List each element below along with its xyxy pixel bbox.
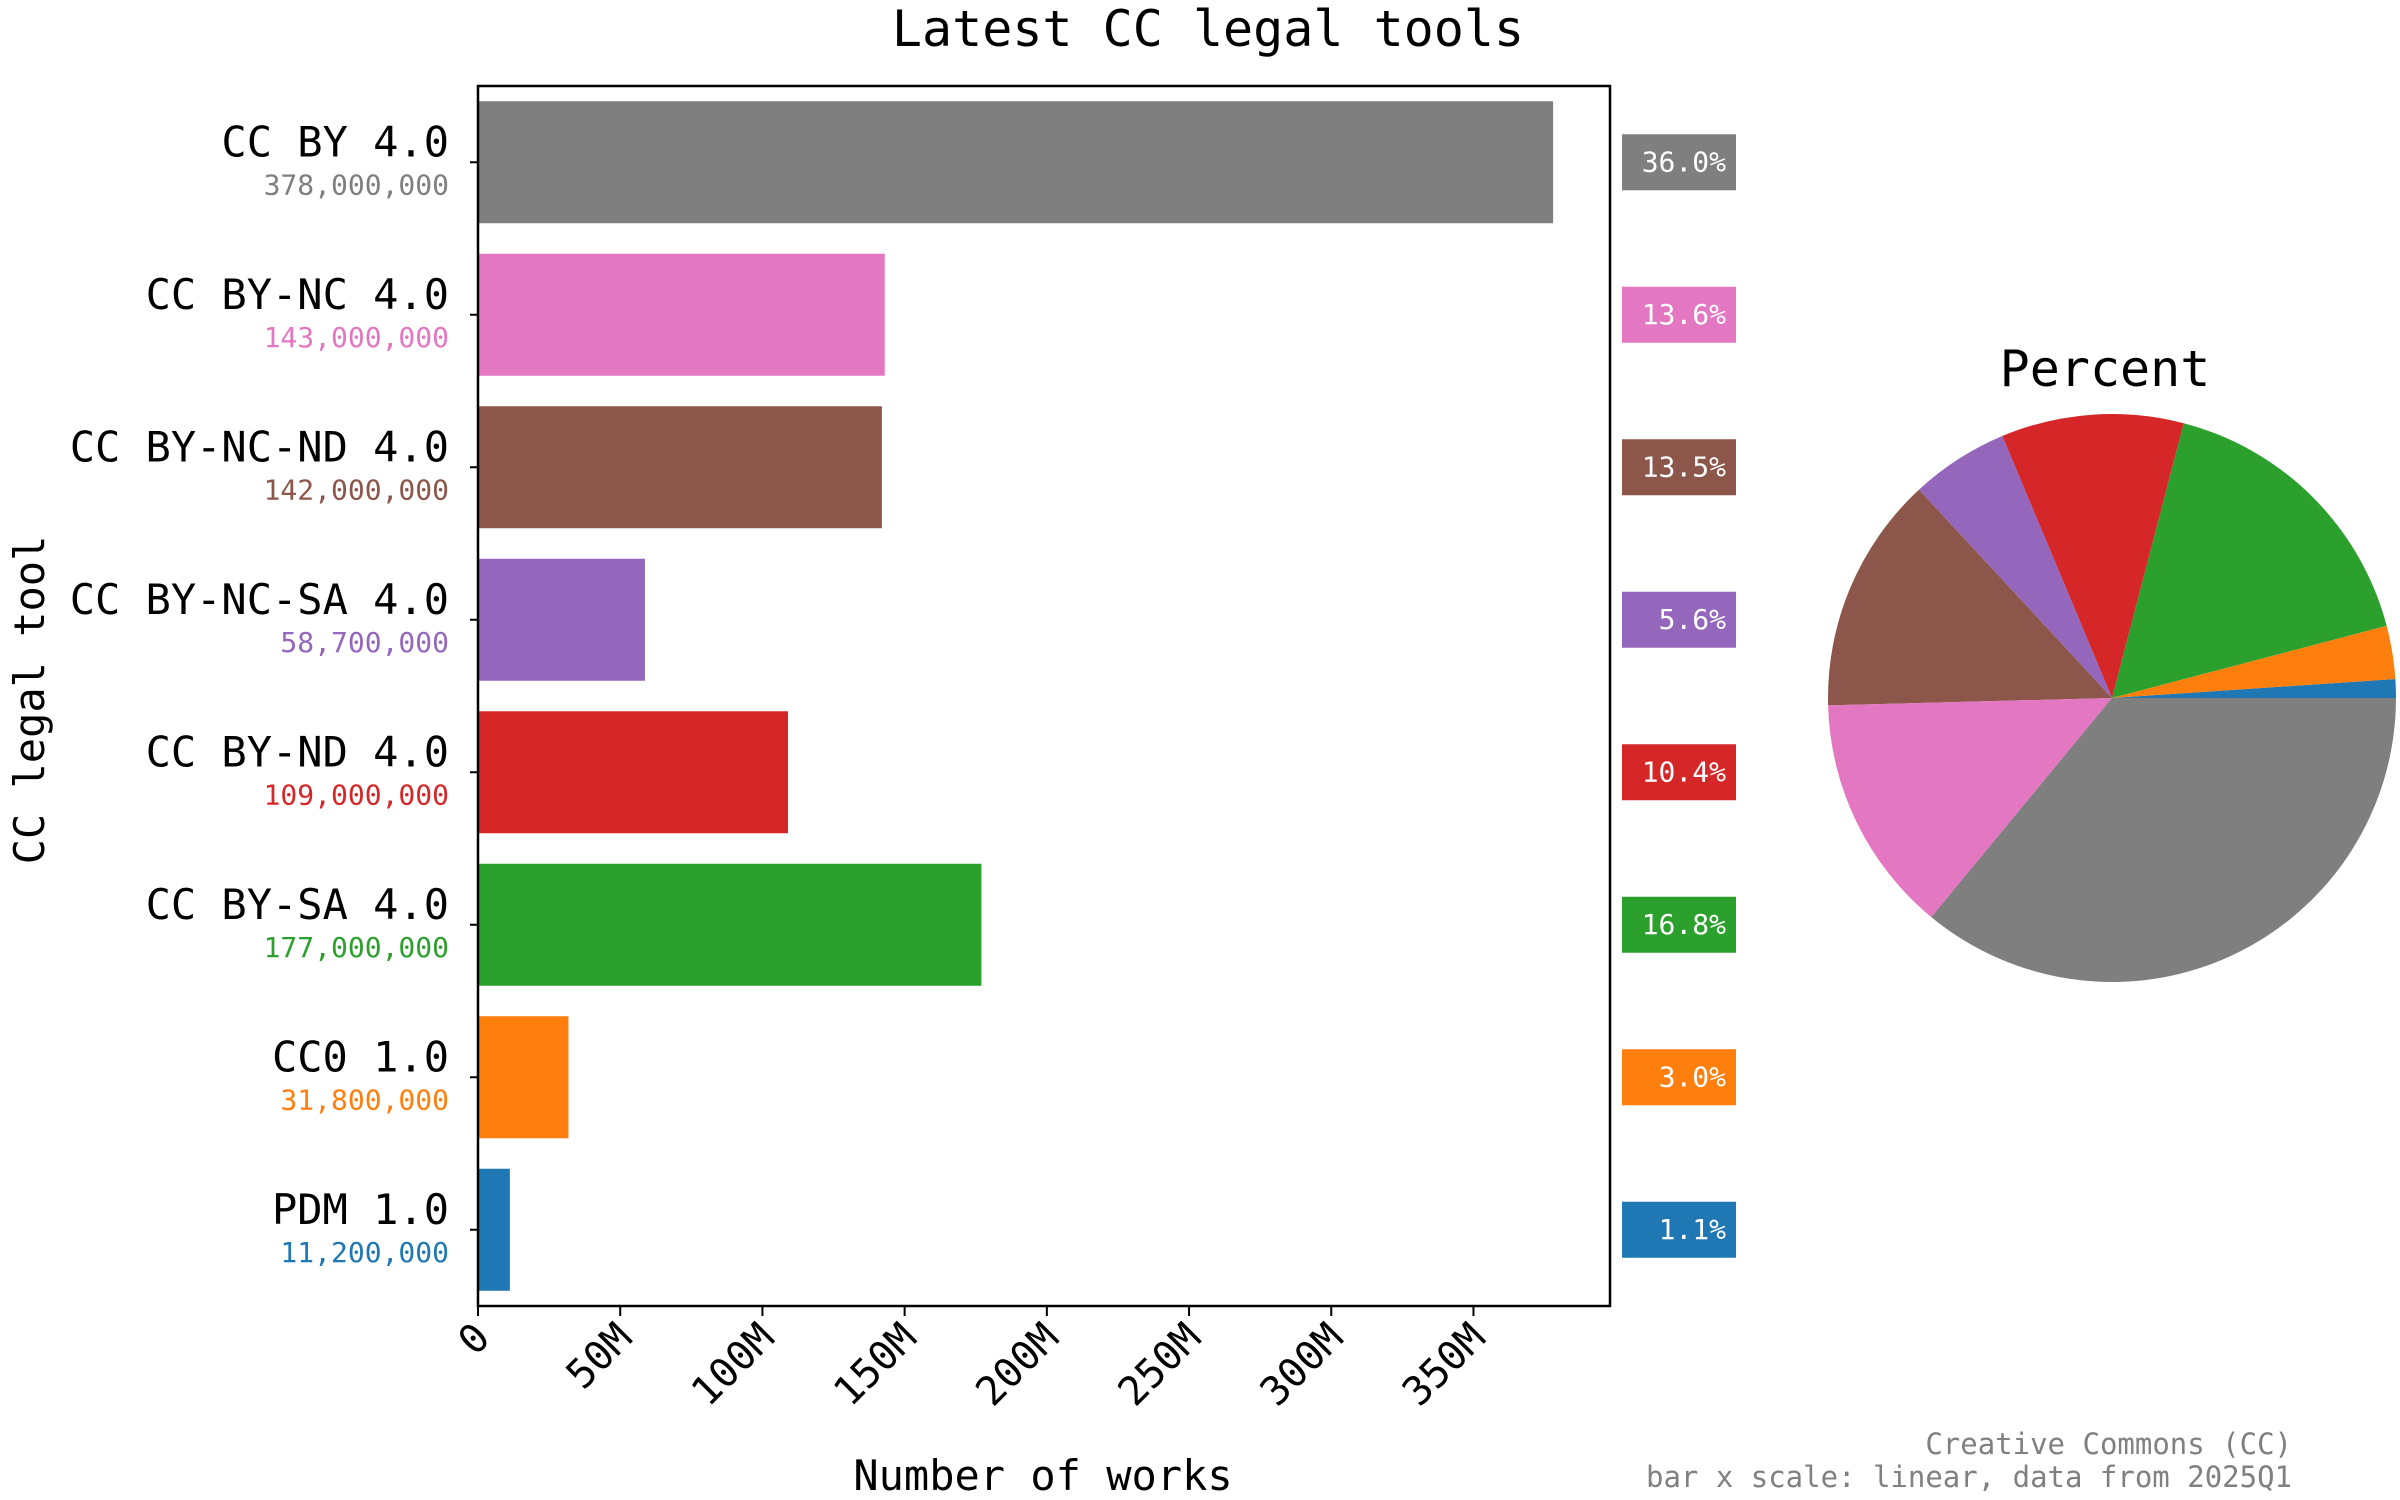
x-tick-label: 250M (1109, 1315, 1210, 1416)
bar-cc-by-nc-4-0 (478, 253, 885, 376)
chart-title: Latest CC legal tools (892, 0, 1524, 58)
value-label: 31,800,000 (280, 1083, 449, 1116)
pie-slice-pdm-1-0 (2112, 678, 2396, 698)
x-tick-label: 350M (1394, 1315, 1495, 1416)
bar-pdm-1-0 (478, 1168, 510, 1291)
x-tick-label: 200M (967, 1315, 1068, 1416)
pie-slice-cc-by-nc-4-0 (1828, 698, 2112, 918)
x-tick-label: 50M (558, 1315, 642, 1399)
bar-cc-by-nd-4-0 (478, 711, 789, 834)
category-label: CC BY-SA 4.0 (146, 880, 449, 929)
category-label: PDM 1.0 (272, 1185, 449, 1234)
footer-credit: Creative Commons (CC) (1925, 1427, 2292, 1461)
value-label: 58,700,000 (280, 626, 449, 659)
category-label: CC0 1.0 (272, 1032, 449, 1081)
pie-slice-cc-by-sa-4-0 (2112, 423, 2387, 698)
percent-badge (1622, 744, 1736, 801)
percent-badge (1622, 286, 1736, 343)
x-tick-label: 100M (683, 1315, 784, 1416)
pie-title: Percent (2000, 340, 2211, 398)
pie-slice-cc-by-nc-nd-4-0 (1827, 489, 2112, 706)
percent-label: 1.1% (1659, 1213, 1727, 1246)
percent-label: 3.0% (1659, 1060, 1727, 1093)
pie-slice-cc-by-nc-sa-4-0 (1918, 436, 2112, 698)
value-label: 143,000,000 (264, 321, 449, 354)
y-axis-label: CC legal tool (5, 536, 54, 865)
plot-frame (476, 84, 1612, 1308)
percent-label: 13.5% (1642, 450, 1726, 483)
category-label: CC BY 4.0 (221, 117, 449, 166)
percent-label: 5.6% (1659, 603, 1727, 636)
pie-slice-cc-by-4-0 (1931, 698, 2396, 982)
x-tick-label: 150M (825, 1315, 926, 1416)
percent-badge (1622, 1049, 1736, 1106)
bar-cc-by-4-0 (478, 101, 1554, 224)
footer-note: bar x scale: linear, data from 2025Q1 (1646, 1460, 2292, 1494)
value-label: 11,200,000 (280, 1236, 449, 1269)
category-label: CC BY-NC 4.0 (146, 270, 449, 319)
bars-layer (478, 101, 1554, 1291)
percent-badge (1622, 439, 1736, 496)
bar-cc0-1-0 (478, 1016, 569, 1139)
percent-badge (1622, 896, 1736, 953)
percent-label: 13.6% (1642, 298, 1726, 331)
percent-badge (1622, 134, 1736, 191)
value-label: 142,000,000 (264, 473, 449, 506)
percent-badge (1622, 591, 1736, 648)
percent-label: 16.8% (1642, 908, 1726, 941)
category-label: CC BY-NC-ND 4.0 (70, 422, 449, 471)
percent-label: 36.0% (1642, 145, 1726, 178)
x-axis-label: Number of works (853, 1451, 1232, 1500)
bar-cc-by-nc-nd-4-0 (478, 406, 882, 529)
x-tick-label: 0 (450, 1315, 500, 1365)
pie-slice-cc-by-nd-4-0 (2002, 414, 2184, 698)
percent-label: 10.4% (1642, 755, 1726, 788)
category-label: CC BY-NC-SA 4.0 (70, 575, 449, 624)
value-label: 109,000,000 (264, 778, 449, 811)
bar-cc-by-nc-sa-4-0 (478, 558, 645, 681)
pie-chart (1827, 414, 2396, 982)
bar-cc-by-sa-4-0 (478, 863, 982, 986)
category-label: CC BY-ND 4.0 (146, 727, 449, 776)
x-tick-label: 300M (1252, 1315, 1353, 1416)
pie-slice-cc0-1-0 (2112, 625, 2396, 698)
value-label: 177,000,000 (264, 931, 449, 964)
percent-labels-layer: 36.0% 13.6% 13.5% 5.6% 10.4% 16.8% 3.0% 1.1% (1622, 134, 1736, 1258)
percent-badge (1622, 1201, 1736, 1258)
x-ticks-layer: 0 50M 100M 150M 200M 250M 300M 350M (450, 1306, 1495, 1415)
value-label: 378,000,000 (264, 168, 449, 201)
